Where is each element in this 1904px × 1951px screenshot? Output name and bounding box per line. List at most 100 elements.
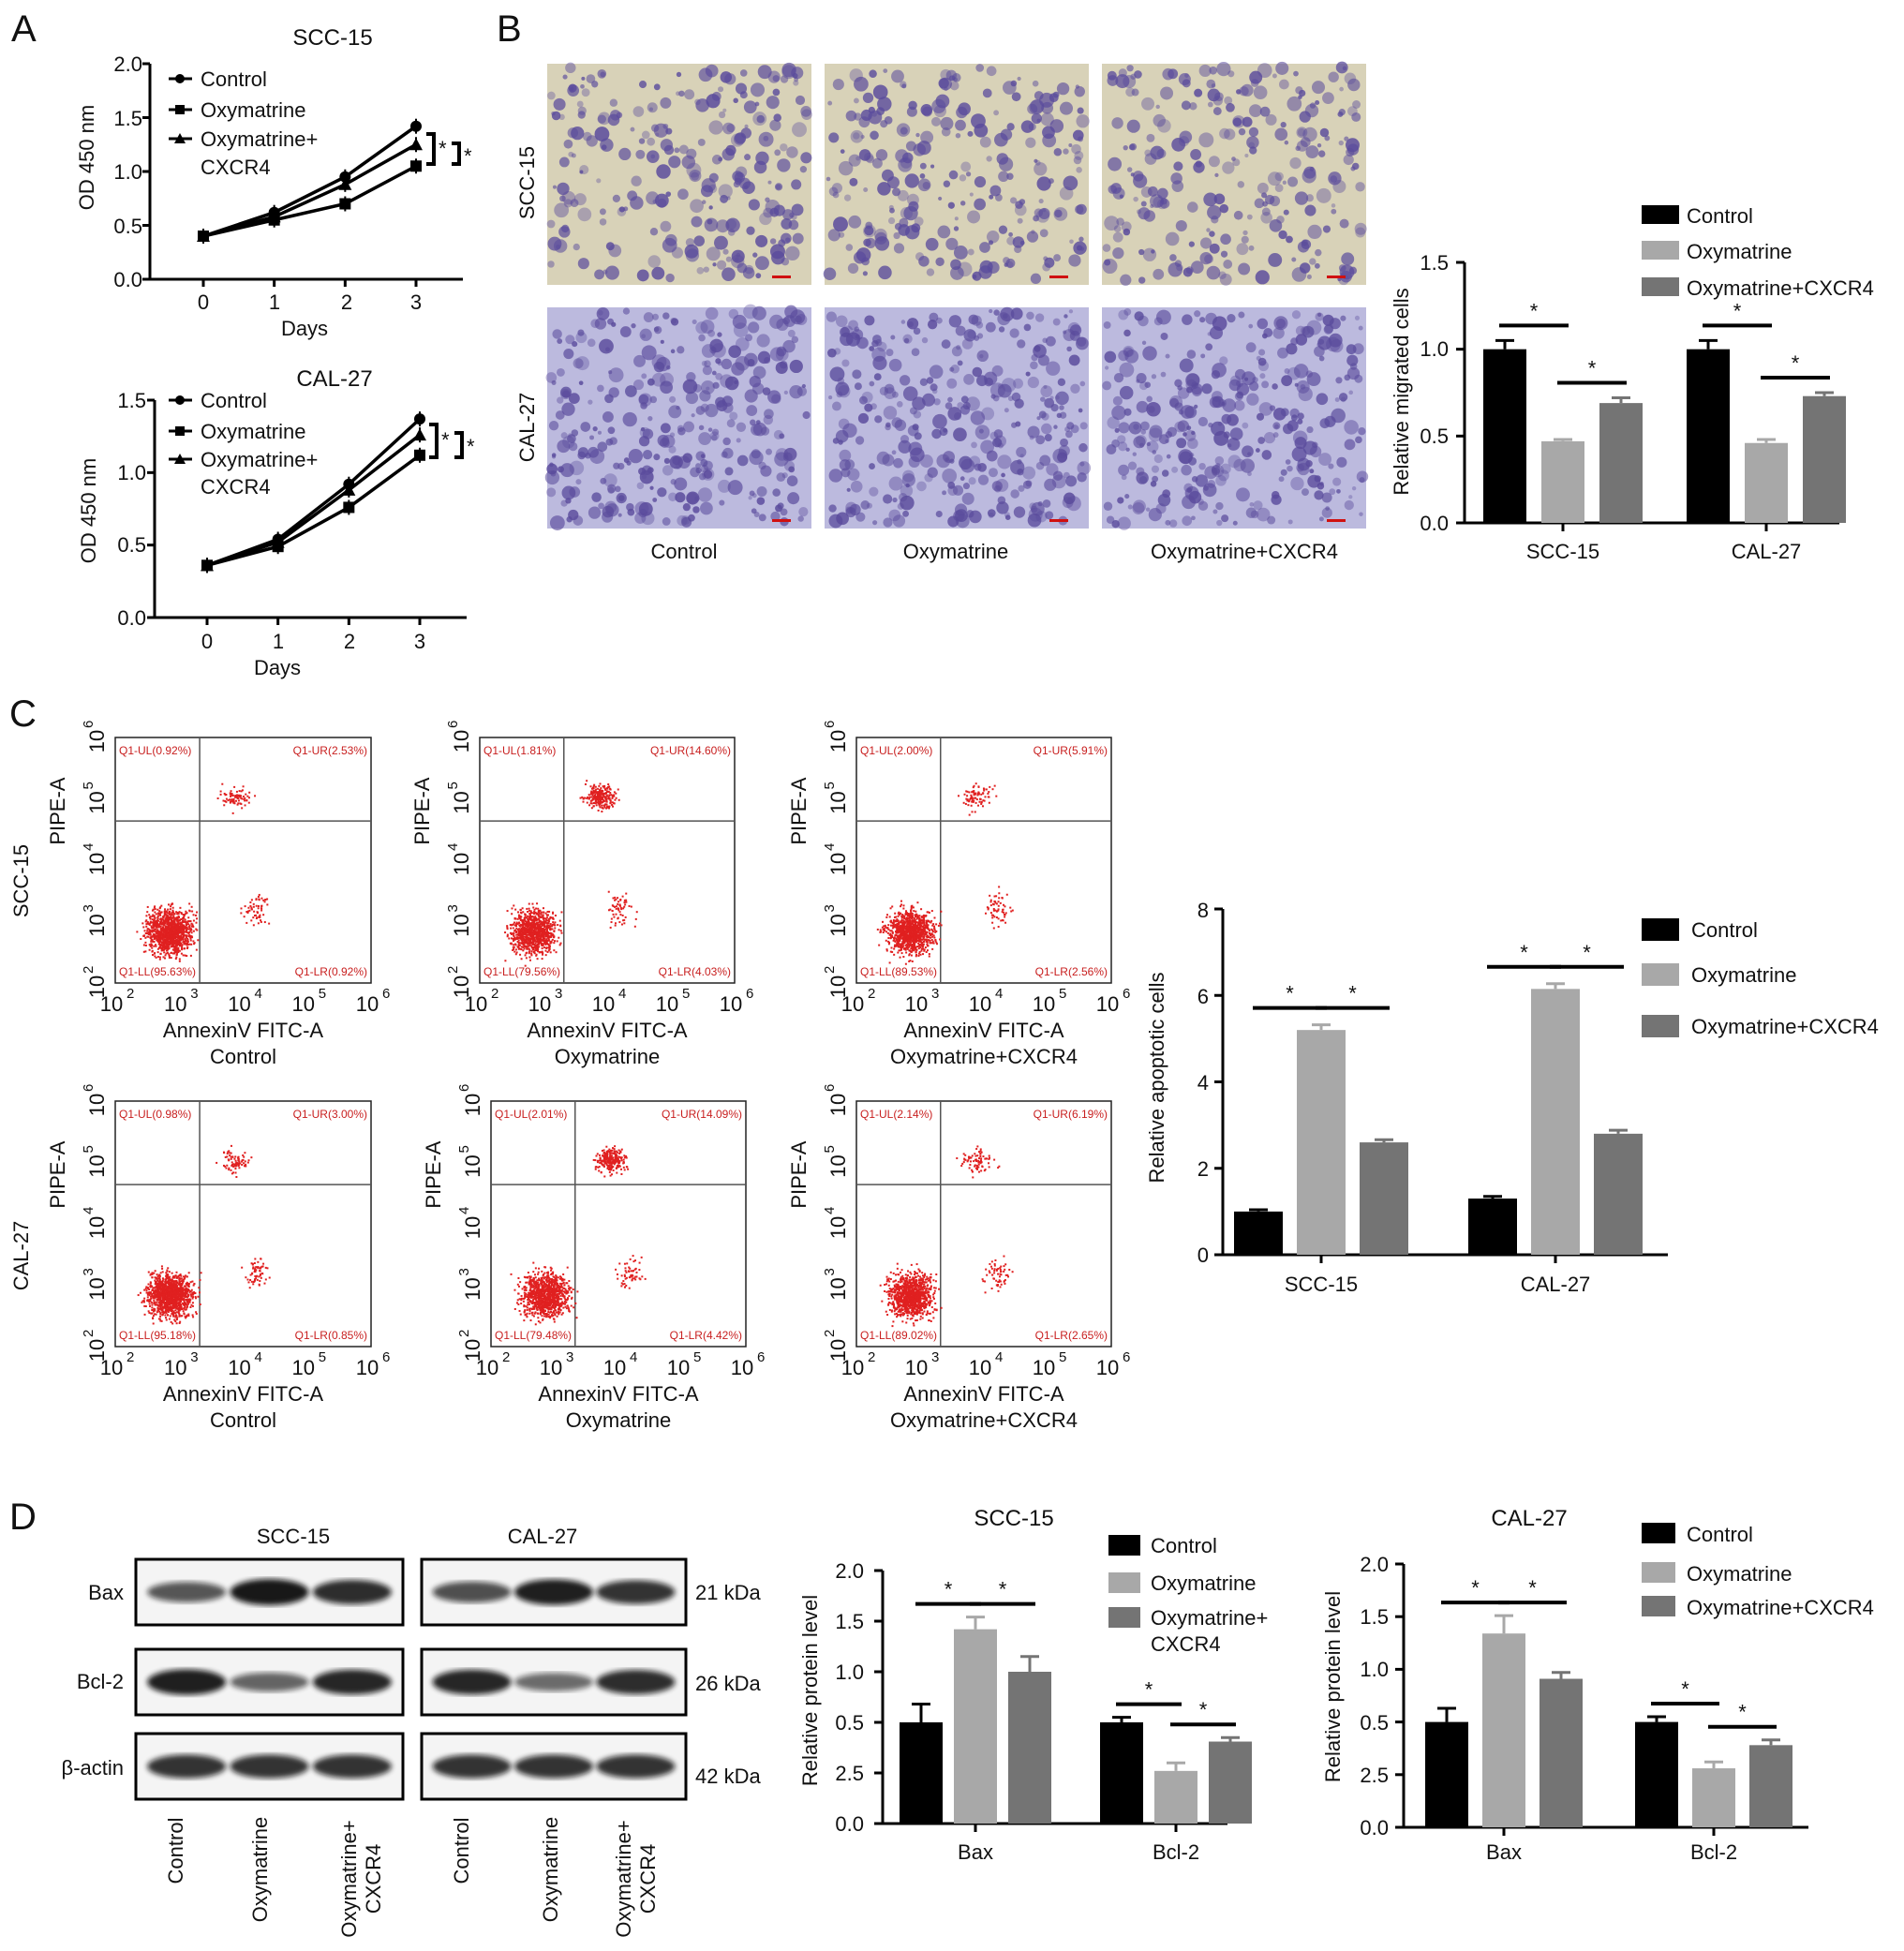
stained-cell (896, 123, 911, 137)
stained-cell (589, 449, 605, 464)
stained-cell (791, 335, 799, 344)
stained-cell (676, 71, 682, 78)
stained-cell (630, 127, 635, 132)
stained-cell (852, 369, 862, 380)
event-dot (524, 942, 527, 945)
stained-cell (609, 98, 618, 107)
stained-cell (758, 514, 766, 522)
stained-cell (1224, 96, 1233, 105)
stained-cell (930, 164, 935, 169)
stained-cell (1181, 464, 1192, 476)
stained-cell (653, 454, 661, 461)
stained-cell (1214, 455, 1225, 466)
event-dot (929, 930, 931, 932)
event-dot (153, 935, 156, 938)
stained-cell (587, 338, 596, 348)
stained-cell (743, 352, 758, 367)
event-dot (169, 933, 171, 936)
stained-cell (937, 225, 951, 239)
stained-cell (792, 122, 807, 138)
event-dot (148, 933, 151, 936)
stained-cell (988, 240, 994, 246)
event-dot (615, 792, 617, 795)
stained-cell (1212, 363, 1227, 378)
stained-cell (1136, 467, 1145, 476)
event-dot (259, 916, 261, 918)
event-dot (546, 919, 549, 922)
event-dot (170, 922, 172, 925)
event-dot (188, 902, 191, 905)
event-dot (628, 904, 631, 907)
event-dot (593, 801, 596, 804)
stained-cell (1218, 271, 1227, 279)
event-dot (144, 944, 147, 946)
event-dot (534, 947, 537, 950)
event-dot (592, 796, 595, 798)
y-tick-exponent: 5 (81, 782, 97, 789)
event-dot (174, 958, 177, 961)
event-dot (168, 932, 171, 935)
stained-cell (864, 315, 875, 326)
stained-cell (577, 258, 589, 270)
event-dot (164, 934, 167, 937)
stained-cell (949, 366, 955, 372)
stained-cell (1036, 176, 1051, 191)
scale-bar (1327, 519, 1346, 522)
event-dot (230, 795, 232, 797)
stained-cell (1153, 454, 1163, 464)
stained-cell (1207, 101, 1213, 108)
stained-cell (905, 483, 910, 488)
stained-cell (998, 225, 1008, 234)
event-dot (548, 935, 551, 938)
significance-mark: * (439, 137, 447, 160)
stained-cell (668, 156, 681, 169)
stained-cell (633, 354, 646, 367)
event-dot (528, 931, 530, 934)
y-tick-label: 10 (450, 853, 473, 875)
event-dot (625, 892, 628, 895)
event-dot (161, 917, 164, 920)
stained-cell (1274, 184, 1284, 193)
event-dot (533, 952, 536, 955)
event-dot (254, 795, 257, 797)
event-dot (611, 904, 614, 907)
stained-cell (1328, 463, 1334, 469)
event-dot (147, 933, 150, 936)
event-dot (528, 915, 531, 917)
stained-cell (757, 350, 771, 365)
stained-cell (1127, 461, 1138, 470)
event-dot (522, 938, 525, 941)
event-dot (530, 941, 533, 944)
event-dot (633, 925, 636, 928)
stained-cell (695, 98, 709, 112)
x-tick-label: 1 (269, 290, 280, 314)
stained-cell (641, 345, 657, 361)
event-dot (196, 929, 199, 931)
stained-cell (1344, 439, 1356, 451)
event-dot (611, 797, 614, 799)
stained-cell (1257, 318, 1269, 330)
stained-cell (1245, 342, 1257, 353)
stained-cell (926, 268, 935, 276)
stained-cell (1358, 325, 1363, 331)
event-dot (187, 928, 190, 931)
event-dot (519, 908, 522, 911)
stained-cell (1111, 405, 1126, 421)
event-dot (186, 931, 188, 934)
stained-cell (710, 434, 718, 441)
stained-cell (1043, 384, 1048, 389)
event-dot (902, 945, 905, 947)
stained-cell (1344, 136, 1349, 141)
event-dot (916, 945, 919, 947)
event-dot (528, 916, 531, 919)
event-dot (523, 931, 526, 934)
stained-cell (597, 430, 602, 435)
event-dot (188, 943, 191, 946)
stained-cell (979, 353, 984, 359)
flow-plot: Q1-UL(1.81%) Q1-UR(14.60%)Q1-LL(79.56%) Q1… (410, 721, 753, 1068)
event-dot (169, 934, 171, 937)
event-dot (552, 916, 555, 919)
event-dot (524, 916, 527, 918)
stained-cell (1293, 70, 1299, 77)
stained-cell (632, 379, 645, 391)
